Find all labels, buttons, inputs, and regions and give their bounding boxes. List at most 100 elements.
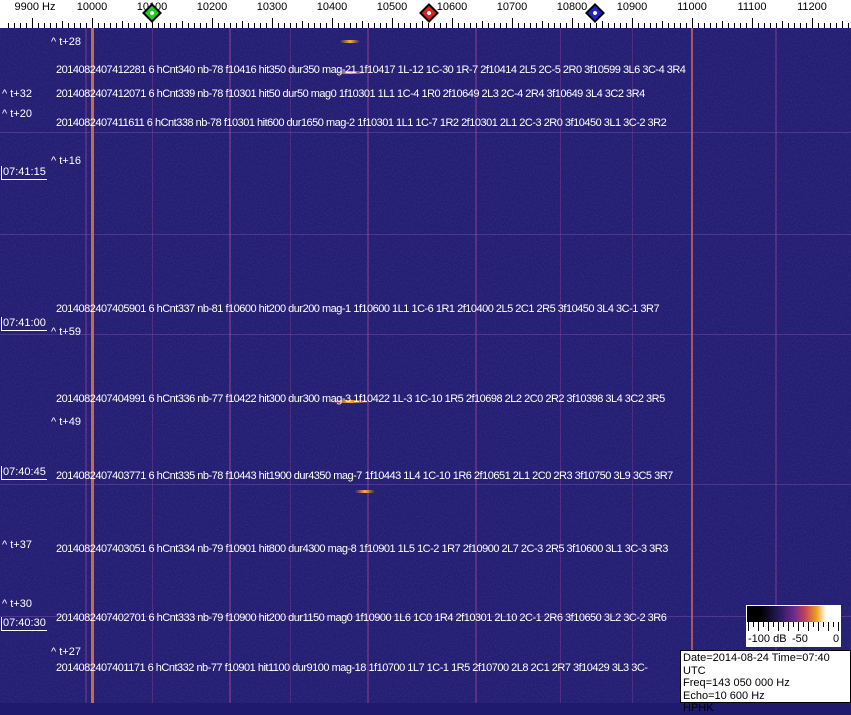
signal-line <box>85 28 87 703</box>
colorbar-tick <box>818 622 819 631</box>
axis-tick <box>362 21 363 28</box>
axis-tick-label: 10300 <box>256 1 288 13</box>
colorbar: -100 dB -50 0 <box>746 605 841 647</box>
axis-tick <box>686 23 687 28</box>
axis-tick <box>212 18 213 28</box>
axis-tick <box>524 23 525 28</box>
axis-tick <box>104 23 105 28</box>
axis-tick <box>614 23 615 28</box>
axis-tick <box>740 23 741 28</box>
axis-tick <box>572 18 573 28</box>
detection-line: 2014082407411611 6 hCnt338 nb-78 f10301 … <box>56 117 667 129</box>
axis-tick <box>182 21 183 28</box>
axis-tick <box>158 23 159 28</box>
signal-line <box>475 28 477 703</box>
axis-unit-label: 9900 Hz <box>14 1 56 13</box>
axis-tick <box>596 23 597 28</box>
meteor-echo <box>355 490 375 493</box>
detection-line: 2014082407403771 6 hCnt335 nb-78 f10443 … <box>56 470 673 482</box>
horizontal-artifact <box>0 234 851 235</box>
axis-tick <box>38 23 39 28</box>
axis-tick <box>446 23 447 28</box>
axis-tick-label: 10400 <box>316 1 348 13</box>
axis-tick <box>590 23 591 28</box>
axis-tick <box>20 23 21 28</box>
blue-marker[interactable] <box>584 3 605 23</box>
time-offset-label: ^ t+20 <box>2 108 32 120</box>
axis-tick <box>128 23 129 28</box>
colorbar-label-min: -100 dB <box>748 633 787 645</box>
axis-tick <box>410 23 411 28</box>
axis-tick <box>398 23 399 28</box>
noise-texture <box>0 28 851 703</box>
colorbar-tick <box>828 622 829 631</box>
axis-tick-label: 10200 <box>196 1 228 13</box>
axis-tick <box>818 23 819 28</box>
signal-line <box>631 28 633 703</box>
axis-tick <box>308 23 309 28</box>
signal-line <box>90 28 94 703</box>
axis-tick <box>476 23 477 28</box>
axis-tick <box>194 23 195 28</box>
axis-tick <box>836 23 837 28</box>
colorbar-label-mid: -50 <box>792 633 808 645</box>
axis-tick <box>296 23 297 28</box>
axis-tick <box>530 23 531 28</box>
axis-tick <box>782 21 783 28</box>
axis-tick <box>380 23 381 28</box>
axis-tick <box>224 23 225 28</box>
axis-tick <box>728 23 729 28</box>
signal-line <box>775 28 777 703</box>
axis-tick <box>842 21 843 28</box>
colorbar-tick <box>773 622 774 627</box>
axis-tick <box>764 23 765 28</box>
horizontal-artifact <box>0 616 851 617</box>
axis-tick <box>170 23 171 28</box>
axis-tick <box>644 23 645 28</box>
colorbar-tick <box>793 622 794 627</box>
axis-tick <box>278 23 279 28</box>
time-offset-label: ^ t+49 <box>51 416 81 428</box>
axis-tick <box>656 23 657 28</box>
axis-tick <box>404 23 405 28</box>
axis-tick-label: 10500 <box>376 1 408 13</box>
colorbar-tick <box>798 622 799 631</box>
time-offset-label: ^ t+32 <box>2 88 32 100</box>
axis-tick <box>326 23 327 28</box>
detection-line: 2014082407412281 6 hCnt340 nb-78 f10416 … <box>56 64 686 76</box>
axis-tick <box>254 23 255 28</box>
axis-tick <box>242 21 243 28</box>
horizontal-artifact <box>0 334 851 335</box>
axis-tick <box>200 23 201 28</box>
axis-tick <box>32 18 33 28</box>
axis-tick <box>98 23 99 28</box>
axis-tick <box>578 23 579 28</box>
axis-tick <box>560 23 561 28</box>
axis-tick <box>806 23 807 28</box>
axis-tick <box>152 18 153 28</box>
detection-line: 2014082407402701 6 hCnt333 nb-79 f10900 … <box>56 612 667 624</box>
axis-tick <box>566 23 567 28</box>
axis-tick <box>8 23 9 28</box>
time-offset-label: ^ t+37 <box>2 539 32 551</box>
info-box: Date=2014-08-24 Time=07:40 UTC Freq=143 … <box>680 650 851 714</box>
colorbar-tick <box>778 622 779 631</box>
axis-tick <box>164 23 165 28</box>
colorbar-tick <box>758 622 759 631</box>
colorbar-tick <box>808 622 809 631</box>
axis-tick <box>752 18 753 28</box>
colorbar-tick <box>763 622 764 627</box>
axis-tick <box>512 18 513 28</box>
axis-tick <box>134 23 135 28</box>
axis-tick <box>464 23 465 28</box>
axis-tick <box>26 23 27 28</box>
axis-tick <box>434 23 435 28</box>
axis-tick <box>302 21 303 28</box>
axis-tick <box>830 23 831 28</box>
detection-line: 2014082407403051 6 hCnt334 nb-79 f10901 … <box>56 543 668 555</box>
colorbar-tick <box>803 622 804 627</box>
time-offset-label: ^ t+16 <box>51 155 81 167</box>
axis-tick <box>416 23 417 28</box>
axis-tick <box>716 23 717 28</box>
axis-tick <box>68 23 69 28</box>
